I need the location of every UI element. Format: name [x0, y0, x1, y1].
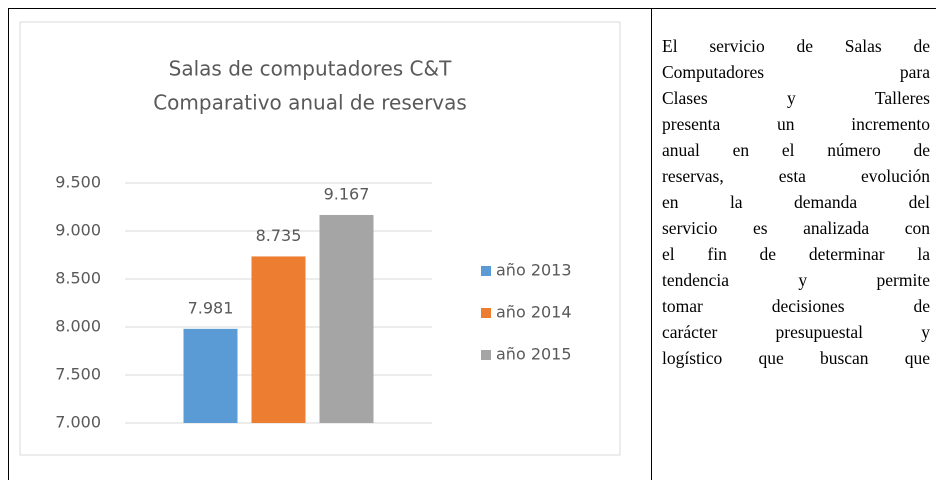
legend-label: año 2014 — [496, 303, 572, 322]
legend-label: año 2015 — [496, 345, 572, 364]
table-frame — [8, 8, 936, 480]
data-label: 8.735 — [256, 226, 302, 245]
legend-swatch — [481, 308, 491, 318]
text-line: logístico que buscan que — [662, 348, 930, 368]
text-line: reservas, esta evolución — [662, 166, 930, 186]
chart: Salas de computadores C&T Comparativo an… — [19, 21, 621, 456]
bar — [183, 328, 238, 423]
legend-swatch — [481, 350, 491, 360]
paragraph: El servicio de Salas de Computadores para… — [662, 33, 930, 371]
text-line: anual en el número de — [662, 140, 930, 160]
text-line: carácter presupuestal y — [662, 322, 930, 342]
y-tick-label: 7.000 — [55, 413, 101, 432]
chart-title: Salas de computadores C&T — [169, 57, 452, 81]
text-line: Computadores para — [662, 62, 930, 82]
y-tick-label: 7.500 — [55, 365, 101, 384]
text-line: tendencia y permite — [662, 270, 930, 290]
text-line: servicio es analizada con — [662, 218, 930, 238]
y-tick-label: 8.500 — [55, 269, 101, 288]
text-line: El servicio de Salas de — [662, 36, 930, 56]
data-label: 7.981 — [188, 298, 234, 317]
text-line: tomar decisiones de — [662, 296, 930, 316]
y-tick-label: 9.500 — [55, 173, 101, 192]
bar — [251, 256, 306, 423]
text-line: Clases y Talleres — [662, 88, 930, 108]
y-tick-label: 9.000 — [55, 221, 101, 240]
bar — [319, 214, 374, 423]
data-label: 9.167 — [324, 184, 370, 203]
legend-label: año 2013 — [496, 261, 572, 280]
text-line: presenta un incremento — [662, 114, 930, 134]
y-tick-label: 8.000 — [55, 317, 101, 336]
legend-swatch — [481, 266, 491, 276]
text-line: en la demanda del — [662, 192, 930, 212]
text-line: el fin de determinar la — [662, 244, 930, 264]
chart-title: Comparativo anual de reservas — [153, 91, 467, 115]
cell-divider — [651, 8, 652, 480]
